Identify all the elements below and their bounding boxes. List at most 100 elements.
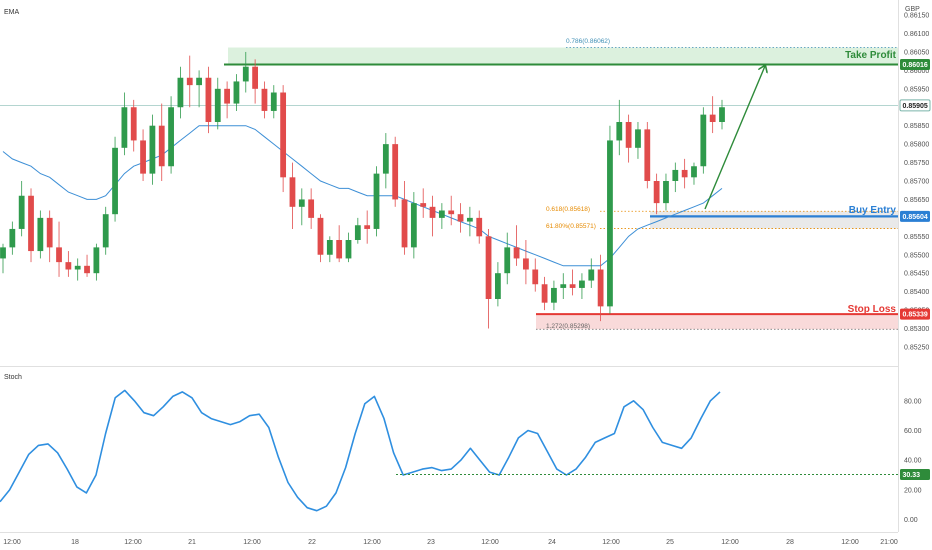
candle[interactable]: [663, 173, 669, 211]
stop-loss-price-badge-text: 0.85339: [903, 312, 928, 319]
candle[interactable]: [65, 251, 72, 277]
candle[interactable]: [532, 258, 539, 292]
candle[interactable]: [457, 203, 464, 233]
candle[interactable]: [224, 81, 230, 119]
candle[interactable]: [569, 269, 576, 296]
candle[interactable]: [18, 181, 25, 237]
candle[interactable]: [709, 96, 716, 134]
candle[interactable]: [37, 210, 44, 259]
candle[interactable]: [326, 236, 333, 263]
candle-body: [448, 210, 455, 215]
candle[interactable]: [336, 225, 343, 263]
candle[interactable]: [551, 280, 557, 311]
candle[interactable]: [9, 221, 16, 255]
price-tick-label: 0.85850: [904, 123, 929, 130]
candle[interactable]: [691, 162, 697, 185]
candle[interactable]: [308, 188, 315, 229]
candle[interactable]: [420, 188, 427, 218]
candle[interactable]: [495, 262, 501, 307]
candle[interactable]: [616, 99, 623, 156]
candle[interactable]: [438, 203, 445, 229]
candle[interactable]: [429, 195, 436, 237]
candle[interactable]: [476, 210, 483, 244]
candle[interactable]: [93, 243, 100, 281]
candle-body: [607, 140, 613, 307]
candle-body: [541, 284, 548, 303]
candle[interactable]: [130, 99, 137, 152]
candle[interactable]: [719, 99, 725, 130]
candle[interactable]: [298, 188, 305, 226]
candle[interactable]: [635, 122, 641, 159]
candle[interactable]: [186, 55, 193, 108]
candle[interactable]: [513, 225, 520, 266]
candle-body: [46, 217, 53, 248]
candle[interactable]: [607, 125, 613, 314]
candle[interactable]: [625, 114, 632, 163]
candle[interactable]: [280, 85, 287, 193]
candle[interactable]: [102, 206, 109, 255]
candle[interactable]: [112, 136, 118, 222]
candle-body: [233, 81, 240, 104]
candle[interactable]: [504, 232, 511, 285]
candle[interactable]: [242, 51, 249, 93]
candle[interactable]: [233, 74, 240, 111]
time-tick-label: 12:00: [3, 539, 21, 546]
take-profit-zone[interactable]: [228, 47, 898, 65]
candle[interactable]: [252, 59, 259, 104]
candle[interactable]: [588, 258, 595, 288]
candle[interactable]: [46, 210, 53, 263]
candle[interactable]: [261, 81, 268, 119]
candle[interactable]: [196, 70, 202, 108]
candle[interactable]: [448, 195, 455, 226]
stop-loss-zone[interactable]: [536, 314, 898, 330]
candle[interactable]: [354, 217, 361, 244]
candle[interactable]: [214, 77, 221, 130]
candle[interactable]: [0, 243, 6, 274]
candle[interactable]: [121, 92, 128, 156]
candle[interactable]: [672, 162, 679, 193]
candle[interactable]: [681, 158, 688, 189]
candle[interactable]: [177, 66, 184, 119]
candle[interactable]: [653, 173, 660, 215]
candle[interactable]: [410, 192, 417, 259]
candle[interactable]: [56, 221, 62, 277]
candle[interactable]: [523, 240, 529, 285]
stoch-tick-label: 40.00: [904, 458, 922, 465]
candle[interactable]: [28, 188, 34, 263]
candles: [0, 51, 725, 329]
candle[interactable]: [74, 258, 81, 281]
candle[interactable]: [317, 214, 324, 263]
time-axis: 12:00 18 12:00 21 12:00 22 12:00 23 12:00 24 12:00…: [0, 532, 898, 546]
candle[interactable]: [597, 254, 604, 322]
candle[interactable]: [373, 166, 380, 237]
projection-arrow[interactable]: [704, 66, 765, 210]
candle[interactable]: [485, 228, 492, 329]
candle[interactable]: [84, 254, 90, 277]
candle-body: [289, 177, 296, 207]
candle[interactable]: [560, 273, 567, 299]
candle[interactable]: [149, 114, 156, 185]
candle[interactable]: [382, 133, 389, 189]
candle[interactable]: [270, 85, 277, 119]
stop-loss-price-badge-bg: [900, 308, 930, 320]
candle-body: [579, 280, 585, 288]
candle[interactable]: [644, 122, 651, 189]
candle[interactable]: [289, 162, 296, 229]
candle[interactable]: [579, 273, 585, 299]
currency-label: GBP: [905, 6, 920, 13]
candle[interactable]: [205, 66, 212, 134]
candle[interactable]: [401, 181, 408, 255]
candle[interactable]: [140, 129, 146, 181]
price-pane: EMA GBP Take Profit Buy Entry Stop Loss …: [0, 6, 921, 330]
candle-body: [588, 269, 595, 281]
candle[interactable]: [158, 103, 165, 181]
candle-body: [196, 77, 202, 86]
candle[interactable]: [168, 96, 174, 174]
candle[interactable]: [392, 136, 399, 207]
candle[interactable]: [364, 210, 371, 244]
candle[interactable]: [345, 232, 352, 263]
candle[interactable]: [466, 206, 473, 237]
candle[interactable]: [700, 107, 707, 174]
candle[interactable]: [541, 276, 548, 311]
